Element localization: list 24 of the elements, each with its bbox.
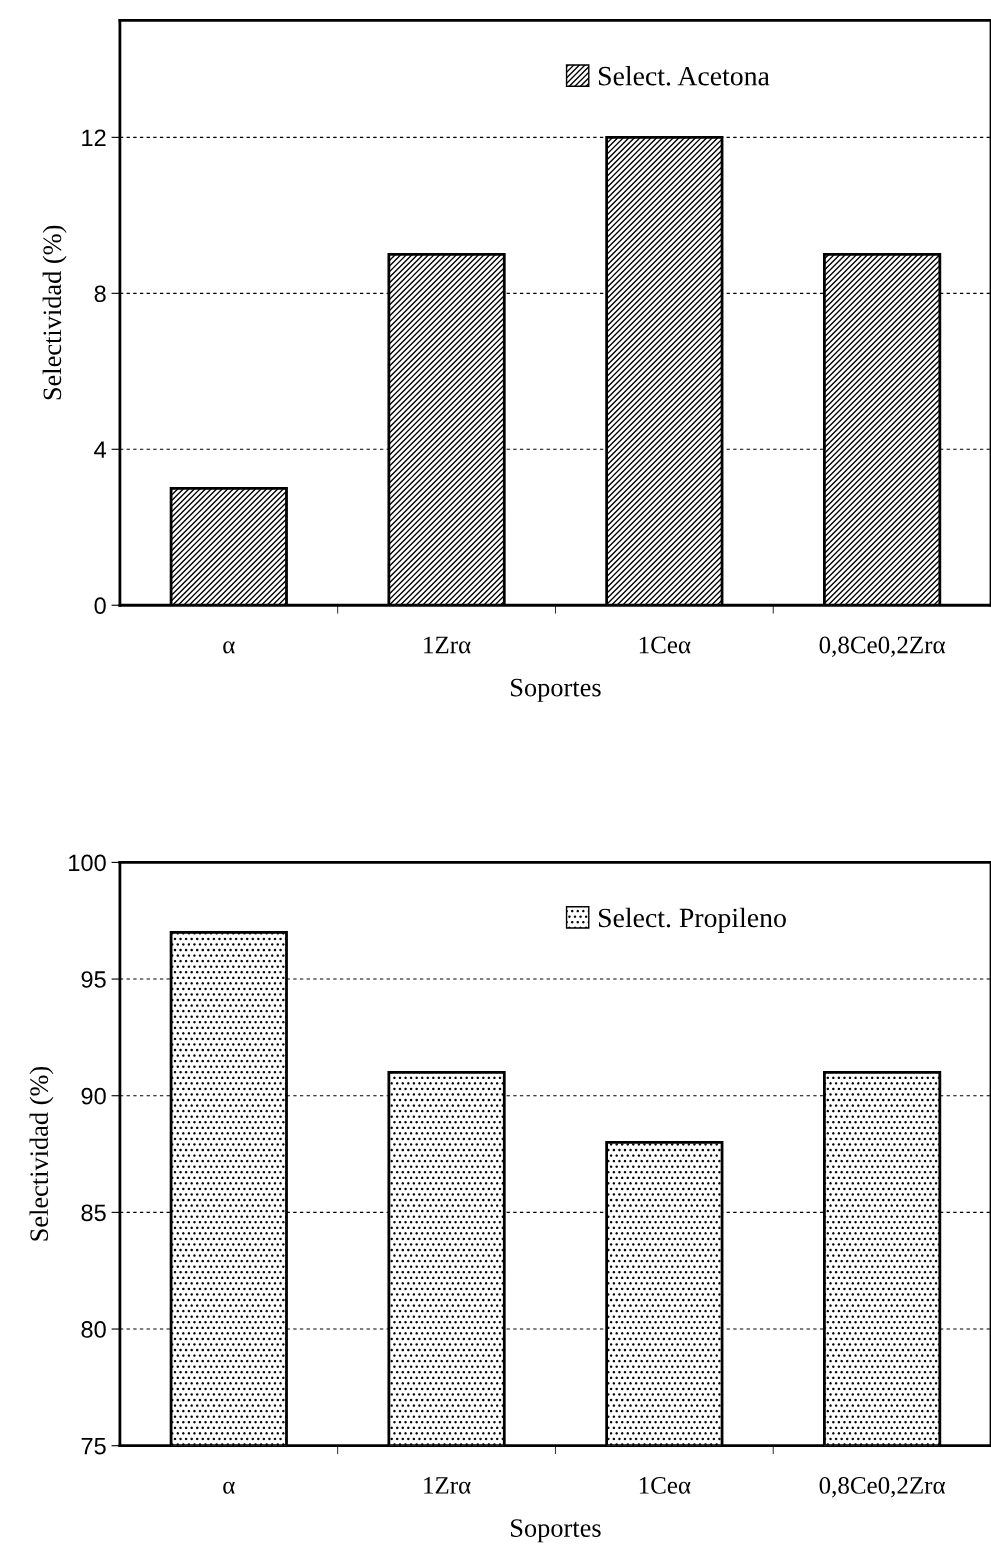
- y-tick-label: 80: [81, 1321, 106, 1338]
- x-tick-label: 1Zrα: [424, 1477, 471, 1494]
- legend-label: Select. Propileno: [598, 907, 786, 933]
- y-tick-label: 90: [81, 1087, 106, 1105]
- y-axis-title: Selectividad (%): [42, 225, 67, 400]
- y-tick-label: 100: [69, 854, 106, 872]
- y-tick-label: 4: [94, 441, 107, 458]
- y-tick-label: 0: [94, 597, 106, 615]
- x-tick-label: 0,8Ce0,2Zrα: [819, 1476, 946, 1498]
- y-tick-label: 12: [82, 129, 106, 146]
- x-tick-label: 1Zrα: [424, 636, 471, 654]
- y-axis-title: Selectividad (%): [29, 1066, 54, 1241]
- x-tick-label: 0,8Ce0,2Zrα: [819, 636, 946, 657]
- x-tick-label: α: [223, 1481, 235, 1494]
- y-tick-label: 8: [94, 285, 106, 303]
- y-tick-label: 75: [81, 1438, 106, 1455]
- legend-label: Select. Acetona: [598, 65, 770, 86]
- y-tick-label: 85: [81, 1204, 106, 1222]
- x-tick-label: α: [223, 641, 235, 654]
- x-tick-label: 1Ceα: [639, 636, 691, 654]
- x-axis-title: Soportes: [511, 678, 601, 702]
- x-axis-title: Soportes: [511, 1519, 601, 1543]
- x-tick-label: 1Ceα: [639, 1477, 691, 1494]
- y-tick-label: 95: [81, 971, 106, 988]
